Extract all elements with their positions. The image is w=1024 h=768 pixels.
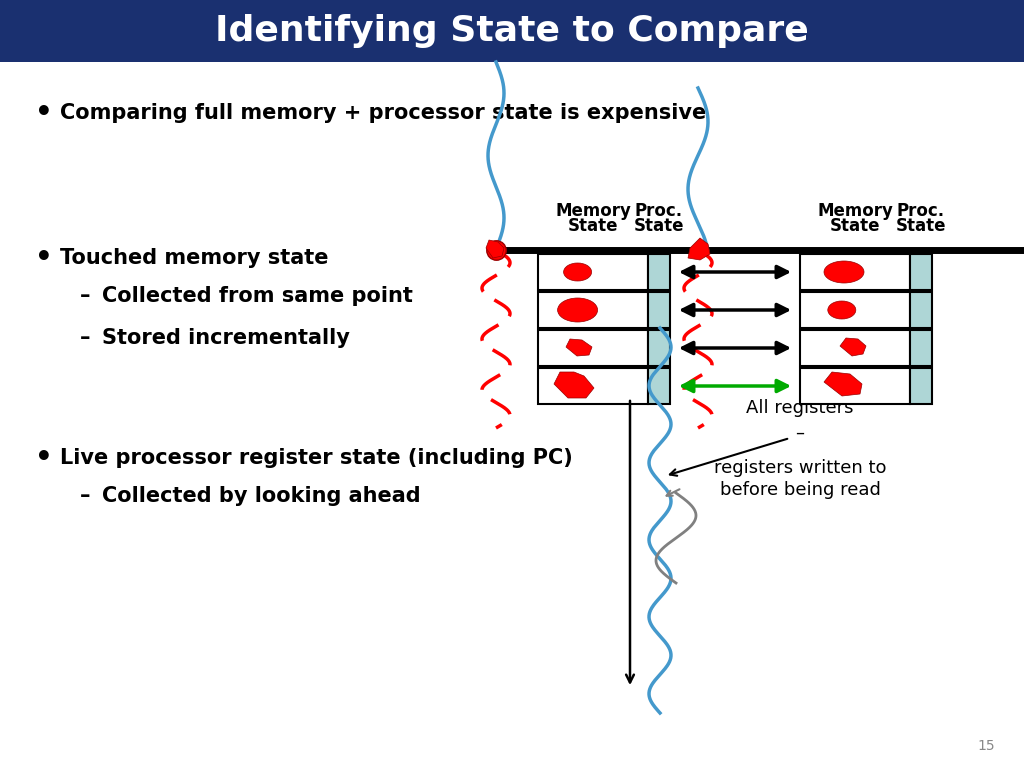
Text: –: –: [80, 328, 90, 348]
Text: Collected by looking ahead: Collected by looking ahead: [102, 486, 421, 506]
Polygon shape: [554, 372, 594, 398]
Ellipse shape: [558, 298, 598, 322]
Text: before being read: before being read: [720, 481, 881, 499]
Text: Memory: Memory: [817, 202, 893, 220]
Bar: [800, 368, 910, 404]
Text: Comparing full memory + processor state is expensive: Comparing full memory + processor state …: [60, 103, 707, 123]
Polygon shape: [566, 339, 592, 356]
Bar: [800, 292, 910, 328]
Text: •: •: [35, 444, 53, 472]
Bar: [800, 254, 910, 290]
Bar: [538, 254, 648, 290]
Text: State: State: [634, 217, 684, 235]
Bar: [910, 292, 932, 328]
Polygon shape: [486, 240, 504, 258]
Bar: [910, 254, 932, 290]
Bar: [648, 254, 670, 290]
Text: –: –: [796, 424, 805, 442]
Text: Stored incrementally: Stored incrementally: [102, 328, 350, 348]
Text: –: –: [80, 486, 90, 506]
Bar: [538, 330, 648, 366]
Text: •: •: [35, 244, 53, 272]
Text: Time: Time: [600, 379, 649, 397]
Text: State: State: [896, 217, 946, 235]
Bar: [538, 368, 648, 404]
Bar: [648, 292, 670, 328]
Text: Live processor register state (including PC): Live processor register state (including…: [60, 448, 572, 468]
Text: State: State: [567, 217, 618, 235]
Bar: [910, 330, 932, 366]
Text: Collected from same point: Collected from same point: [102, 286, 413, 306]
Text: Proc.: Proc.: [897, 202, 945, 220]
Bar: [910, 368, 932, 404]
Text: registers written to: registers written to: [714, 459, 886, 477]
Polygon shape: [824, 372, 862, 396]
Text: Identifying State to Compare: Identifying State to Compare: [215, 14, 809, 48]
Bar: [0, 0, 1024, 62]
Text: All registers: All registers: [746, 399, 854, 417]
Text: 15: 15: [977, 739, 995, 753]
Bar: [648, 368, 670, 404]
Bar: [538, 292, 648, 328]
Ellipse shape: [824, 261, 864, 283]
Polygon shape: [688, 238, 710, 260]
Text: Touched memory state: Touched memory state: [60, 248, 329, 268]
Text: –: –: [80, 286, 90, 306]
Polygon shape: [840, 338, 866, 356]
Text: •: •: [35, 99, 53, 127]
Text: State: State: [829, 217, 881, 235]
Text: Proc.: Proc.: [635, 202, 683, 220]
Text: Memory: Memory: [555, 202, 631, 220]
Ellipse shape: [563, 263, 592, 281]
Bar: [800, 330, 910, 366]
Ellipse shape: [827, 301, 856, 319]
Bar: [648, 330, 670, 366]
